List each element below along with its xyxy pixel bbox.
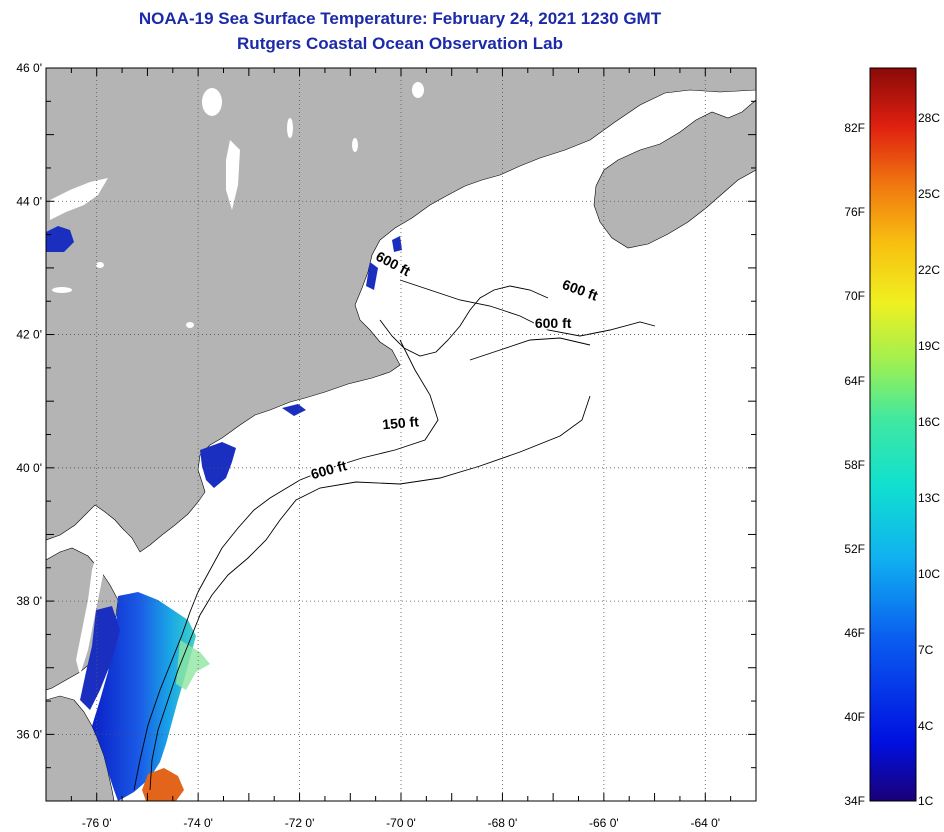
temperature-legend: 82F 76F 70F 64F 58F 52F 46F 40F 34F 28C 25C 22C 19C…	[844, 67, 940, 808]
legend-c-label: 28C	[918, 111, 940, 125]
sst-maine-coast-1	[366, 262, 378, 290]
lon-label: -74 0'	[183, 816, 213, 830]
lat-label: 44 0'	[16, 194, 42, 208]
legend-c-label: 10C	[918, 567, 940, 581]
sst-long-island-sound	[282, 404, 306, 416]
legend-f-label: 34F	[844, 794, 865, 808]
contour-gulf-of-maine	[399, 279, 656, 337]
legend-c-label: 19C	[918, 339, 940, 353]
lon-label: -72 0'	[285, 816, 315, 830]
contour-label: 150 ft	[382, 413, 420, 432]
legend-f-label: 76F	[844, 205, 865, 219]
sst-lake-ontario	[46, 226, 74, 252]
lake-ontario	[50, 178, 108, 220]
legend-f-label: 70F	[844, 289, 865, 303]
contour-label: 600 ft	[535, 315, 572, 331]
legend-f-label: 40F	[844, 710, 865, 724]
contour-600ft-shelf	[149, 395, 591, 791]
lake-small-4	[96, 262, 104, 268]
contour-inner-gom	[379, 285, 549, 357]
legend-c-label: 1C	[918, 794, 934, 808]
lon-label: -66 0'	[589, 816, 619, 830]
map-title: NOAA-19 Sea Surface Temperature: Februar…	[138, 9, 662, 28]
legend-c-label: 25C	[918, 187, 940, 201]
lat-label: 46 0'	[16, 61, 42, 75]
legend-c-label: 7C	[918, 643, 934, 657]
lon-label: -76 0'	[82, 816, 112, 830]
legend-c-label: 4C	[918, 719, 934, 733]
legend-f-label: 52F	[844, 542, 865, 556]
lake-small-1	[412, 82, 424, 98]
colorbar	[869, 67, 917, 802]
legend-f-label: 64F	[844, 374, 865, 388]
sst-warm-fringe	[176, 640, 210, 690]
lake-small-2	[287, 118, 293, 138]
lat-label: 42 0'	[16, 328, 42, 342]
lake-small-6	[186, 322, 194, 328]
lake-champlain	[226, 140, 240, 210]
land-mainland	[46, 68, 756, 553]
lake-moosehead	[202, 88, 222, 116]
sst-gulf-stream-warm	[142, 768, 184, 801]
lake-small-3	[352, 138, 358, 152]
legend-c-label: 13C	[918, 491, 940, 505]
lat-label: 38 0'	[16, 594, 42, 608]
map-subtitle: Rutgers Coastal Ocean Observation Lab	[237, 34, 563, 53]
contour-georges-bank	[469, 337, 591, 361]
legend-f-label: 82F	[844, 121, 865, 135]
legend-c-label: 22C	[918, 263, 940, 277]
lon-label: -68 0'	[488, 816, 518, 830]
legend-f-label: 46F	[844, 626, 865, 640]
sst-maine-coast-2	[392, 236, 402, 252]
contour-150ft	[133, 339, 439, 791]
lon-label: -70 0'	[386, 816, 416, 830]
sst-shelf-field	[92, 592, 196, 801]
lon-label: -64 0'	[690, 816, 720, 830]
legend-c-label: 16C	[918, 415, 940, 429]
sst-bay-cold	[80, 606, 120, 710]
land-nova-scotia	[593, 99, 756, 249]
chesapeake-bay	[76, 540, 106, 675]
lake-small-5	[52, 287, 72, 293]
lat-label: 36 0'	[16, 727, 42, 741]
lat-label: 40 0'	[16, 461, 42, 475]
sst-ny-harbor	[200, 442, 236, 488]
legend-f-label: 58F	[844, 458, 865, 472]
